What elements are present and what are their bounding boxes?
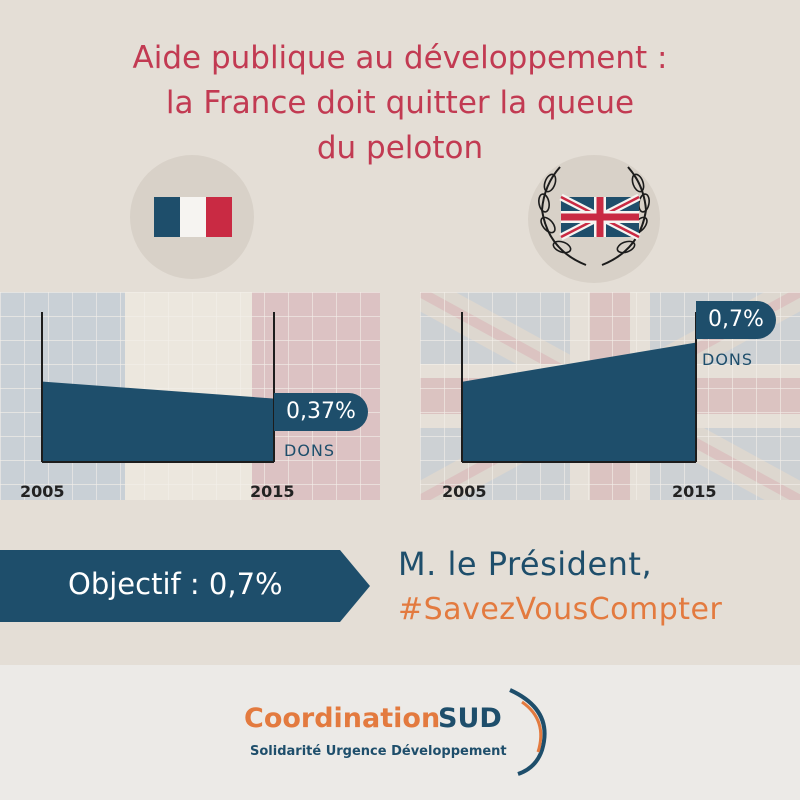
france-unit-label: DONS xyxy=(284,441,336,460)
uk-unit-label: DONS xyxy=(702,350,754,369)
logo-tagline: Solidarité Urgence Développement xyxy=(250,744,507,759)
france-area-chart xyxy=(41,312,275,463)
title-line-1: Aide publique au développement : xyxy=(132,40,668,76)
logo-word-sud: SUD xyxy=(438,703,502,734)
france-flag-circle xyxy=(130,155,254,279)
president-text: M. le Président, xyxy=(398,545,653,583)
footer xyxy=(0,665,800,800)
france-flag-icon xyxy=(154,197,232,237)
france-year-end: 2015 xyxy=(250,482,295,501)
uk-area-mark xyxy=(463,342,695,461)
logo-word-coordination: Coordination xyxy=(244,703,441,734)
objective-banner xyxy=(0,550,370,622)
title-line-2: la France doit quitter la queue xyxy=(165,85,635,121)
hashtag-text: #SavezVousCompter xyxy=(398,592,723,627)
france-value-badge: 0,37% xyxy=(274,393,368,431)
uk-year-end: 2015 xyxy=(672,482,717,501)
france-area-mark xyxy=(43,381,273,461)
objective-label: Objectif : 0,7% xyxy=(68,567,283,601)
uk-flag-circle xyxy=(528,155,660,283)
laurel-wreath-icon xyxy=(538,166,650,266)
uk-flag-icon xyxy=(559,193,641,241)
uk-value-badge: 0,7% xyxy=(696,301,776,339)
france-year-start: 2005 xyxy=(20,482,65,501)
logo-swoosh-icon xyxy=(509,688,547,776)
title-line-3: du peloton xyxy=(316,130,484,166)
uk-year-start: 2005 xyxy=(442,482,487,501)
